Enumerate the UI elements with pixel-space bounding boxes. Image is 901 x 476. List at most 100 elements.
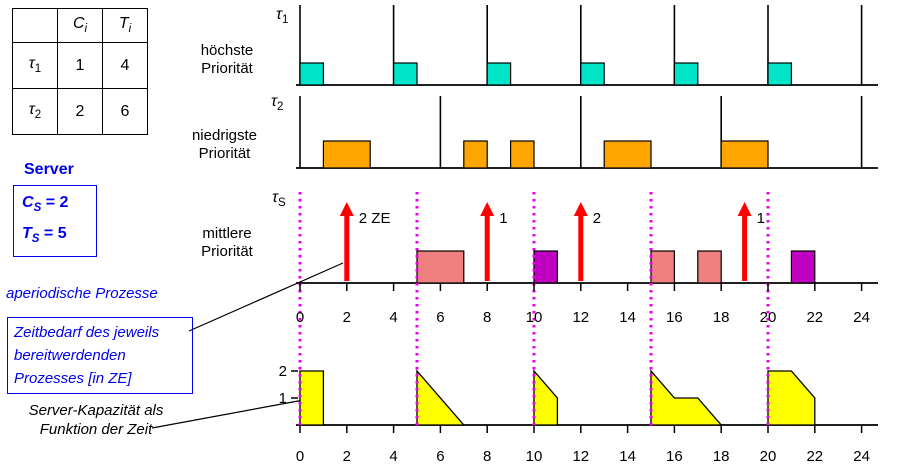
server-heading: Server bbox=[24, 161, 74, 178]
table-header-t-sub: i bbox=[128, 23, 132, 36]
time-axis-label: 10 bbox=[526, 309, 543, 326]
table-task1-name: τ1 bbox=[12, 42, 58, 89]
time-axis-label: 12 bbox=[572, 309, 589, 326]
server-params-box: CS = 2 TS = 5 bbox=[13, 185, 97, 258]
capacity-shape bbox=[299, 370, 325, 426]
tau2-execution-block bbox=[603, 140, 652, 169]
table-task2-name: τ2 bbox=[12, 88, 58, 135]
time-axis-label: 0 bbox=[296, 309, 304, 326]
tau2-axis-label-sub: 2 bbox=[276, 101, 284, 114]
time-axis-label: 18 bbox=[713, 309, 730, 326]
aperiodic-processes-label: aperiodische Prozesse bbox=[6, 285, 158, 302]
capacity-shape bbox=[650, 369, 723, 426]
server-period-param: TS = 5 bbox=[22, 221, 88, 252]
tau1-execution-block bbox=[486, 62, 512, 86]
tau1-axis-label-base: τ bbox=[276, 6, 282, 23]
tau2-execution-block bbox=[720, 140, 769, 169]
server-capacity-sub: S bbox=[33, 202, 42, 215]
server-axis-label-sub: S bbox=[277, 197, 286, 210]
capacity-axis-label: 4 bbox=[389, 448, 397, 465]
zeitbedarf-connector-line bbox=[188, 262, 344, 332]
capacity-axis-label: 0 bbox=[296, 448, 304, 465]
time-axis-label: 6 bbox=[436, 309, 444, 326]
time-axis-label: 8 bbox=[483, 309, 491, 326]
arrival-arrow-head bbox=[573, 202, 588, 216]
time-axis-label: 22 bbox=[806, 309, 823, 326]
server-execution-block bbox=[416, 250, 465, 284]
table-header-t-base: T bbox=[118, 15, 129, 33]
capacity-shape bbox=[767, 370, 816, 426]
capacity-axis-label: 8 bbox=[483, 448, 491, 465]
tau1-axis-label: τ1 bbox=[276, 6, 288, 26]
capacity-axis-label: 22 bbox=[806, 448, 823, 465]
arrival-arrow-head bbox=[339, 202, 354, 216]
capacity-axis-label: 10 bbox=[526, 448, 543, 465]
table-task2-t: 6 bbox=[102, 88, 148, 135]
capacity-axis-label: 24 bbox=[853, 448, 870, 465]
server-execution-block bbox=[697, 250, 722, 284]
time-axis-label: 16 bbox=[666, 309, 683, 326]
table-header-c-sub: i bbox=[84, 23, 88, 36]
table-task1-c: 1 bbox=[57, 42, 103, 89]
tau2-axis-label: τ2 bbox=[271, 93, 283, 113]
server-priority-label: mittlere Priorität bbox=[201, 225, 253, 260]
arrival-demand-label: 1 bbox=[499, 210, 507, 227]
tau2-execution-block bbox=[510, 140, 535, 169]
capacity-axis-label: 2 bbox=[343, 448, 351, 465]
server-execution-block bbox=[790, 250, 816, 284]
arrival-demand-label: 1 bbox=[757, 210, 765, 227]
tau1-execution-block bbox=[299, 62, 324, 86]
server-capacity-value: = 2 bbox=[41, 194, 69, 211]
capacity-axis-label: 16 bbox=[666, 448, 683, 465]
server-period-sub: S bbox=[31, 233, 40, 246]
table-header-t: Ti bbox=[102, 8, 148, 43]
tau1-execution-block bbox=[580, 62, 605, 86]
server-capacity-base: C bbox=[22, 194, 34, 211]
capacity-shape bbox=[533, 369, 559, 426]
arrival-arrow-head bbox=[737, 202, 752, 216]
table-task1-t: 4 bbox=[102, 42, 148, 89]
server-execution-block bbox=[650, 250, 675, 284]
tau2-priority-label: niedrigste Priorität bbox=[191, 127, 258, 162]
arrival-arrow-head bbox=[480, 202, 495, 216]
server-axis-label: τS bbox=[272, 189, 286, 209]
server-capacity-param: CS = 2 bbox=[22, 190, 88, 221]
table-corner-cell bbox=[12, 8, 58, 43]
table-header-c-base: C bbox=[72, 15, 85, 33]
tau1-execution-block bbox=[767, 62, 792, 86]
capacity-axis-label: 12 bbox=[572, 448, 589, 465]
table-task1-name-base: τ bbox=[28, 55, 35, 73]
tau1-execution-block bbox=[673, 62, 699, 86]
table-task1-name-sub: 1 bbox=[34, 63, 42, 76]
time-axis-label: 24 bbox=[853, 309, 870, 326]
arrival-demand-label: 2 bbox=[593, 210, 601, 227]
tau2-axis-label-base: τ bbox=[271, 93, 277, 110]
tau2-execution-block bbox=[463, 140, 488, 169]
server-axis-label-base: τ bbox=[272, 189, 278, 206]
arrival-demand-label: 2 ZE bbox=[359, 210, 391, 227]
server-period-base: T bbox=[22, 225, 32, 243]
capacity-ytick-label: 2 bbox=[279, 363, 287, 380]
capacity-axis-label: 14 bbox=[619, 448, 636, 465]
server-period-value: = 5 bbox=[39, 225, 67, 243]
server-capacity-note: Server-Kapazität als Funktion der Zeit bbox=[28, 402, 164, 438]
tau1-priority-label: höchste Priorität bbox=[200, 42, 254, 77]
server-execution-block bbox=[533, 250, 558, 284]
tau1-axis-label-sub: 1 bbox=[281, 14, 289, 27]
time-axis-label: 20 bbox=[760, 309, 777, 326]
tau2-execution-block bbox=[322, 140, 371, 169]
table-task2-name-base: τ bbox=[28, 101, 35, 119]
zeitbedarf-note-box: Zeitbedarf des jeweils bereitwerdenden P… bbox=[7, 317, 193, 394]
capacity-shape bbox=[416, 369, 466, 426]
capacity-ytick-label: 1 bbox=[279, 390, 287, 407]
time-axis-label: 2 bbox=[343, 309, 351, 326]
time-axis-label: 4 bbox=[389, 309, 397, 326]
time-axis-label: 14 bbox=[619, 309, 636, 326]
table-header-c: Ci bbox=[57, 8, 103, 43]
task-parameter-table: Ci Ti τ1 1 4 τ2 2 6 bbox=[12, 8, 148, 135]
capacity-axis-label: 20 bbox=[760, 448, 777, 465]
table-task2-c: 2 bbox=[57, 88, 103, 135]
table-task2-name-sub: 2 bbox=[34, 109, 42, 122]
capacity-axis-label: 18 bbox=[713, 448, 730, 465]
